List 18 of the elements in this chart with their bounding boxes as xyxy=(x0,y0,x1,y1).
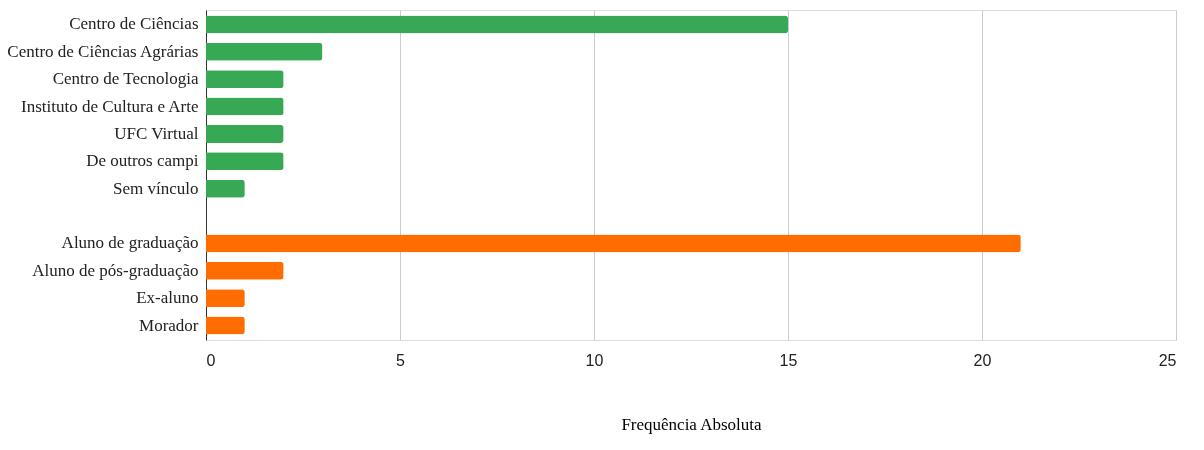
x-tick-label: 0 xyxy=(206,351,216,369)
y-tick-label: Sem vínculo xyxy=(113,178,199,198)
y-tick-label: De outros campi xyxy=(86,151,199,171)
x-tick-label: 15 xyxy=(779,351,798,369)
y-tick-label: Morador xyxy=(139,315,199,335)
y-tick-label: UFC Virtual xyxy=(114,123,199,143)
y-tick-label: Centro de Ciências xyxy=(69,14,199,34)
x-tick-label: 5 xyxy=(396,351,406,369)
y-tick-label: Aluno de pós-graduação xyxy=(32,260,199,280)
y-tick-label: Aluno de graduação xyxy=(61,233,199,253)
x-axis-title: Frequência Absoluta xyxy=(621,414,763,434)
x-tick-label: 25 xyxy=(1158,351,1177,369)
y-tick-label: Centro de Ciências Agrárias xyxy=(7,41,199,61)
y-tick-label: Centro de Tecnologia xyxy=(52,69,199,89)
y-tick-label: Instituto de Cultura e Arte xyxy=(20,96,199,116)
x-tick-label: 20 xyxy=(973,351,992,369)
x-tick-label: 10 xyxy=(585,351,604,369)
y-tick-label: Ex-aluno xyxy=(136,288,199,308)
